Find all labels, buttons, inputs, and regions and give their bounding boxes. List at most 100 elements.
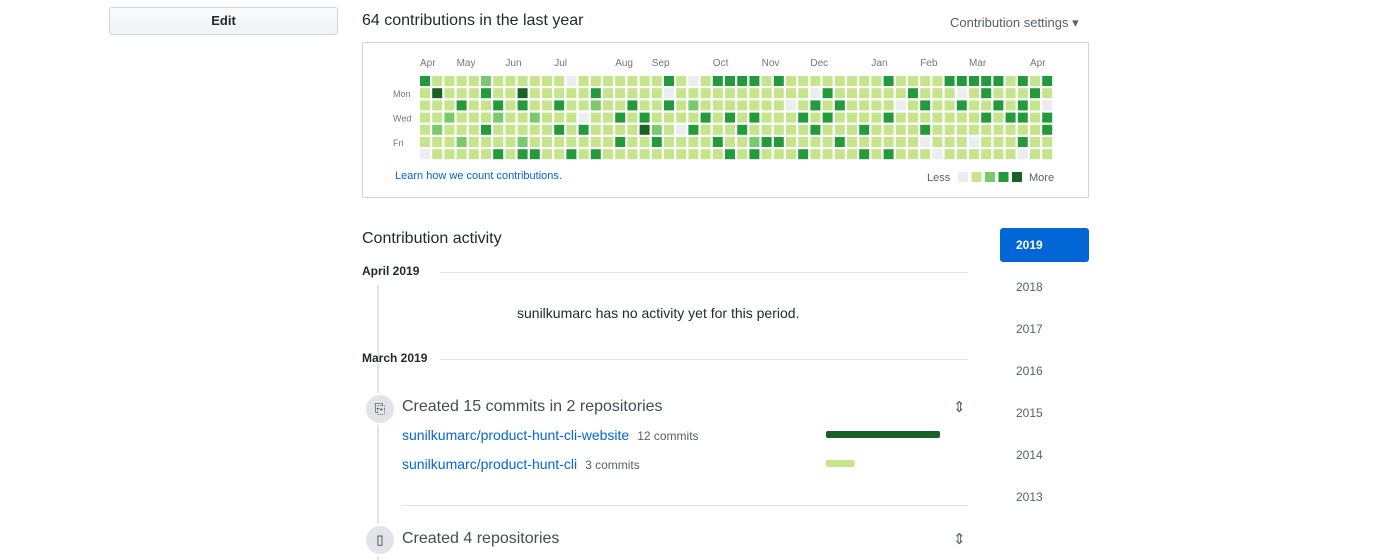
day-cell <box>627 124 638 135</box>
year-tab[interactable]: 2017 <box>1016 322 1043 336</box>
day-cell <box>944 100 955 111</box>
day-cell <box>822 149 833 160</box>
day-cell <box>725 100 735 111</box>
repo-link[interactable]: sunilkumarc/product-hunt-cli <box>402 456 578 472</box>
year-tab[interactable]: 2014 <box>1016 448 1043 462</box>
day-cell <box>688 88 699 99</box>
day-cell <box>871 137 882 147</box>
day-cell <box>639 112 650 123</box>
day-cell <box>566 100 577 111</box>
day-cell <box>529 124 540 135</box>
day-cell <box>847 88 857 99</box>
day-cell <box>773 100 784 111</box>
day-cell <box>542 100 552 111</box>
day-cell <box>615 124 626 135</box>
day-cell <box>773 137 784 147</box>
year-tab[interactable]: 2018 <box>1016 280 1043 294</box>
day-cell <box>456 88 467 99</box>
day-cell <box>1017 76 1028 86</box>
day-label: Mon <box>393 89 411 99</box>
day-cell <box>725 112 735 123</box>
day-cell <box>664 88 674 99</box>
fold-icon[interactable]: ⇕ <box>953 531 966 548</box>
day-cell <box>664 149 674 160</box>
day-cell <box>786 88 796 99</box>
day-cell <box>505 149 516 160</box>
day-cell <box>590 149 601 160</box>
repo-link[interactable]: sunilkumarc/product-hunt-cli-website <box>402 427 630 443</box>
day-cell <box>871 100 882 111</box>
day-cell <box>444 76 455 86</box>
day-cell <box>578 76 589 86</box>
day-cell <box>712 88 723 99</box>
year-tab[interactable]: 2019 <box>1000 228 1089 262</box>
day-cell <box>993 88 1004 99</box>
day-cell <box>932 88 943 99</box>
day-cell <box>956 137 967 147</box>
day-cell <box>590 124 601 135</box>
year-tab[interactable]: 2016 <box>1016 364 1043 378</box>
day-cell <box>712 149 723 160</box>
day-cell <box>981 124 992 135</box>
day-cell <box>481 76 491 86</box>
day-cell <box>956 88 967 99</box>
day-cell <box>542 149 552 160</box>
year-tab[interactable]: 2013 <box>1016 490 1043 504</box>
legend-swatch <box>1012 172 1022 182</box>
day-cell <box>908 137 918 147</box>
day-cell <box>786 137 796 147</box>
day-cell <box>529 149 540 160</box>
day-cell <box>761 88 772 99</box>
day-cell <box>773 88 784 99</box>
day-cell <box>664 76 674 86</box>
day-cell <box>737 137 748 147</box>
day-cell <box>932 100 943 111</box>
day-cell <box>822 137 833 147</box>
settings-dropdown[interactable]: Contribution settings ▾ <box>950 15 1079 30</box>
fold-icon[interactable]: ⇕ <box>953 399 966 416</box>
month-label: Jan <box>871 58 887 69</box>
day-cell <box>615 100 626 111</box>
day-cell <box>908 100 918 111</box>
day-cell <box>578 88 589 99</box>
day-cell <box>432 76 443 86</box>
day-cell <box>786 149 796 160</box>
day-cell <box>1030 124 1040 135</box>
day-cell <box>529 76 540 86</box>
month-label: Jul <box>554 58 567 69</box>
day-cell <box>517 76 528 86</box>
day-cell <box>883 100 894 111</box>
month-label: Sep <box>652 58 670 69</box>
day-cell <box>444 124 455 135</box>
day-cell <box>883 76 894 86</box>
month-label: Oct <box>713 58 729 69</box>
day-cell <box>981 76 992 86</box>
day-cell <box>517 112 528 123</box>
day-cell <box>444 88 455 99</box>
learn-link[interactable]: Learn how we count contributions. <box>395 170 562 182</box>
day-cell <box>1042 100 1053 111</box>
day-cell <box>786 112 796 123</box>
day-cell <box>639 149 650 160</box>
day-cell <box>969 112 979 123</box>
day-cell <box>969 137 979 147</box>
day-cell <box>725 149 735 160</box>
day-cell <box>822 76 833 86</box>
day-cell <box>468 112 479 123</box>
day-cell <box>749 124 760 135</box>
day-cell <box>554 137 565 147</box>
day-cell <box>761 112 772 123</box>
day-cell <box>444 149 455 160</box>
day-cell <box>444 112 455 123</box>
edit-button[interactable]: Edit <box>109 7 338 35</box>
day-cell <box>871 149 882 160</box>
day-cell <box>481 112 491 123</box>
year-tab[interactable]: 2015 <box>1016 406 1043 420</box>
day-cell <box>578 149 589 160</box>
day-cell <box>810 149 821 160</box>
day-cell <box>944 112 955 123</box>
day-cell <box>969 124 979 135</box>
day-cell <box>871 112 882 123</box>
day-cell <box>749 137 760 147</box>
